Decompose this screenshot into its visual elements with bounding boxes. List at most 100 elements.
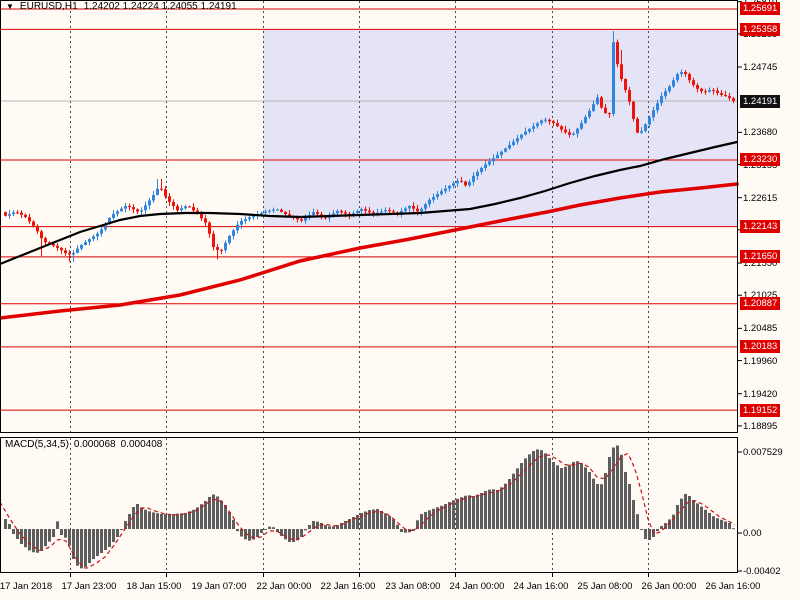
- macd-histogram-bar: [356, 515, 359, 529]
- candle-body: [476, 171, 479, 176]
- macd-histogram-bar: [644, 529, 647, 539]
- candle-body: [364, 209, 367, 211]
- candle-body: [176, 206, 179, 211]
- candle-body: [312, 212, 315, 215]
- candle-body: [668, 86, 671, 92]
- macd-histogram-bar: [136, 504, 139, 529]
- macd-histogram-bar: [80, 529, 83, 569]
- candle-body: [220, 249, 223, 251]
- macd-histogram-bar: [40, 529, 43, 551]
- macd-histogram-bar: [268, 526, 271, 529]
- candle-body: [600, 97, 603, 108]
- candle-body: [532, 126, 535, 129]
- macd-histogram-bar: [348, 519, 351, 529]
- candle-body: [404, 208, 407, 211]
- macd-histogram-bar: [224, 505, 227, 529]
- macd-histogram-bar: [64, 529, 67, 538]
- candle-body: [676, 74, 679, 81]
- candle-body: [580, 123, 583, 129]
- macd-histogram-bar: [484, 491, 487, 529]
- macd-histogram-bar: [288, 529, 291, 542]
- candle-body: [620, 64, 623, 79]
- macd-histogram-bar: [236, 529, 239, 532]
- candle-body: [604, 107, 607, 114]
- candle-body: [448, 185, 451, 189]
- macd-histogram-bar: [140, 507, 143, 529]
- candle-body: [664, 91, 667, 97]
- macd-histogram-bar: [292, 529, 295, 542]
- candle-body: [272, 209, 275, 211]
- macd-histogram-bar: [84, 529, 87, 567]
- candle-body: [420, 208, 423, 212]
- candle-body: [380, 211, 383, 213]
- candle-body: [584, 117, 587, 124]
- candle-body: [44, 238, 47, 243]
- macd-histogram-bar: [324, 525, 327, 529]
- macd-histogram-bar: [340, 523, 343, 529]
- candle-body: [552, 121, 555, 124]
- macd-histogram-bar: [272, 527, 275, 529]
- candle-body: [280, 209, 283, 212]
- macd-histogram-bar: [312, 521, 315, 529]
- candle-body: [408, 205, 411, 209]
- candle-body: [648, 117, 651, 125]
- candle-body: [344, 212, 347, 214]
- moving-average-black: [0, 140, 739, 266]
- candle-body: [320, 214, 323, 217]
- candle-body: [524, 131, 527, 135]
- candle-body: [8, 214, 11, 216]
- macd-histogram-bar: [20, 529, 23, 544]
- macd-histogram-bar: [464, 495, 467, 529]
- macd-histogram-bar: [344, 521, 347, 529]
- macd-histogram-bar: [388, 516, 391, 529]
- candle-body: [548, 119, 551, 122]
- candle-body: [104, 223, 107, 230]
- macd-histogram-bar: [396, 524, 399, 529]
- candle-body: [656, 103, 659, 111]
- candle-body: [652, 110, 655, 118]
- candle-body: [212, 233, 215, 248]
- macd-histogram-bar: [544, 453, 547, 529]
- candle-body: [240, 221, 243, 225]
- macd-histogram-bar: [728, 523, 731, 529]
- macd-histogram-bar: [36, 529, 39, 553]
- candle-body: [700, 88, 703, 92]
- macd-histogram-bar: [232, 519, 235, 529]
- candle-body: [332, 213, 335, 216]
- macd-histogram-bar: [300, 529, 303, 537]
- macd-histogram-bar: [8, 524, 11, 529]
- candle-body: [660, 96, 663, 104]
- macd-histogram-bar: [196, 507, 199, 529]
- candle-body: [624, 78, 627, 91]
- candle-body: [612, 42, 615, 114]
- macd-histogram-bar: [68, 529, 71, 546]
- macd-histogram-bar: [452, 500, 455, 529]
- macd-histogram-bar: [360, 513, 363, 529]
- macd-histogram-bar: [540, 450, 543, 529]
- macd-histogram-bar: [76, 529, 79, 566]
- macd-histogram-bar: [708, 513, 711, 529]
- candle-body: [160, 188, 163, 190]
- macd-histogram-bar: [72, 529, 75, 559]
- macd-histogram-bar: [400, 529, 403, 532]
- candle-body: [68, 253, 71, 255]
- macd-histogram-bar: [24, 529, 27, 548]
- candle-body: [492, 158, 495, 162]
- macd-histogram-bar: [612, 447, 615, 529]
- candle-body: [712, 90, 715, 92]
- macd-histogram-bar: [44, 529, 47, 547]
- macd-histogram-bar: [184, 513, 187, 529]
- macd-histogram-bar: [316, 521, 319, 529]
- macd-histogram-bar: [404, 529, 407, 533]
- macd-histogram-bar: [56, 521, 59, 529]
- macd-histogram-bar: [492, 489, 495, 529]
- candle-body: [568, 132, 571, 135]
- candle-body: [576, 128, 579, 134]
- candle-body: [340, 210, 343, 213]
- candle-body: [52, 243, 55, 246]
- macd-histogram-bar: [152, 512, 155, 529]
- macd-histogram-bar: [180, 513, 183, 529]
- candle-body: [108, 218, 111, 224]
